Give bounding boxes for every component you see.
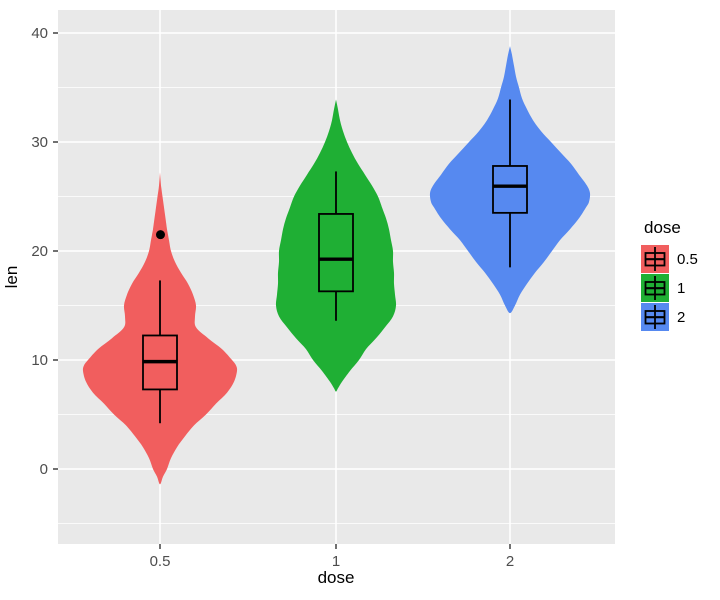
- legend-key-boxplot-icon: [641, 245, 669, 273]
- boxplot-layer: [142, 99, 528, 424]
- x-tick-label: 1: [332, 553, 340, 570]
- legend-label: 2: [677, 308, 686, 326]
- y-tick-label: 30: [31, 134, 48, 151]
- legend-label: 1: [677, 279, 686, 297]
- y-tick-label: 20: [31, 243, 48, 260]
- legend-item-1: 1: [641, 274, 698, 302]
- axis-tick-labels: 0 10 20 30 40 0.5 1 2: [31, 25, 514, 570]
- legend-item-0.5: 0.5: [641, 245, 698, 273]
- box-dose-2: [492, 165, 528, 214]
- y-tick-label: 40: [31, 25, 48, 42]
- x-tick-label: 2: [506, 553, 514, 570]
- x-axis-title: dose: [318, 568, 355, 587]
- legend-key-boxplot-icon: [641, 274, 669, 302]
- y-tick-label: 0: [40, 461, 48, 478]
- legend-key-boxplot-icon: [641, 303, 669, 331]
- legend-label: 0.5: [677, 250, 698, 268]
- legend-items: 0.5 1 2: [641, 245, 698, 331]
- legend-title: dose: [644, 218, 681, 237]
- axis-ticks: [53, 32, 511, 549]
- legend-item-2: 2: [641, 303, 698, 331]
- outlier-point-dose-0.5: [156, 230, 165, 240]
- y-axis-title: len: [2, 266, 21, 289]
- x-tick-label: 0.5: [150, 553, 171, 570]
- box-dose-1: [318, 213, 354, 293]
- legend: dose 0.5 1 2: [641, 219, 698, 332]
- y-tick-label: 10: [31, 352, 48, 369]
